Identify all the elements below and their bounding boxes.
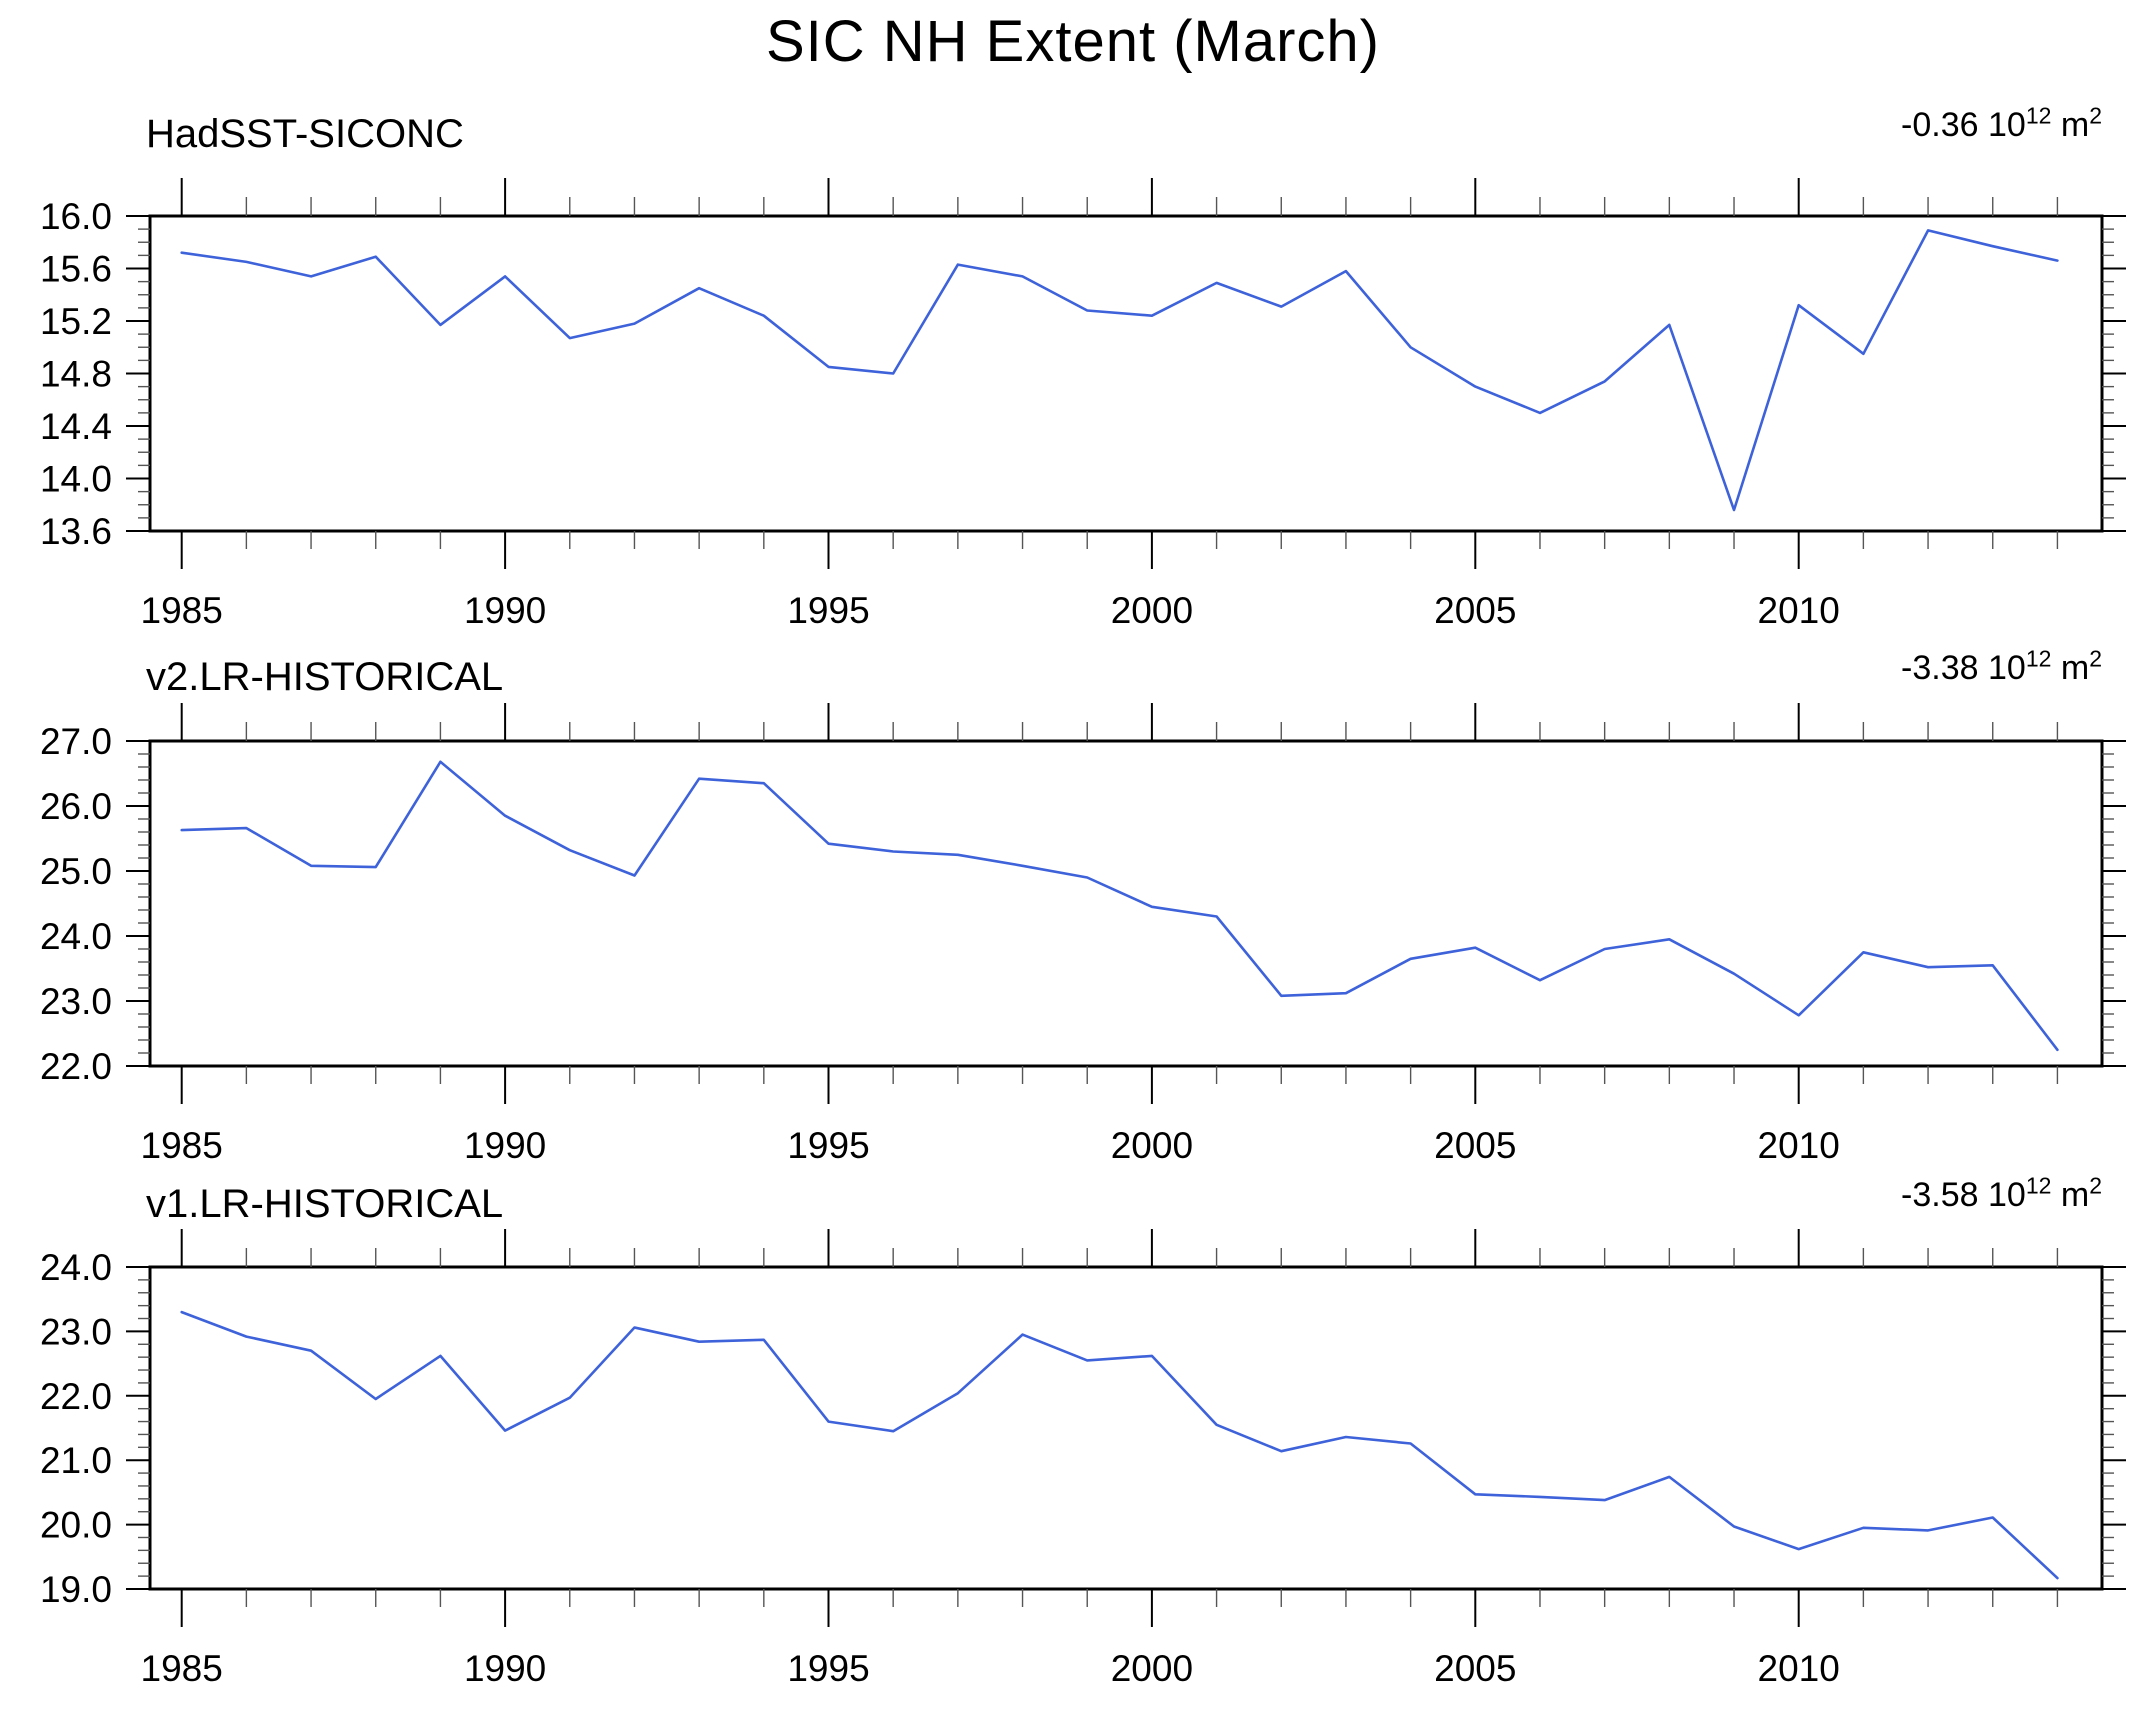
tick-label: 1985 [141, 1648, 223, 1689]
trend-base: 10 [1988, 106, 2026, 144]
tick-label: 2000 [1111, 1125, 1193, 1166]
tick-label: 23.0 [40, 1311, 112, 1352]
series-line-1 [180, 229, 2059, 512]
series-line-3 [180, 1310, 2059, 1580]
tick-label: 26.0 [40, 786, 112, 827]
plot-frame [148, 1265, 2104, 1591]
tick-label: 24.0 [40, 1247, 112, 1288]
trend-unit-exponent: 2 [2089, 102, 2102, 129]
panel-2-trend-annotation: -3.38 1012 m2 [1901, 645, 2102, 688]
trend-exponent: 12 [2025, 645, 2052, 672]
tick-label: 1990 [464, 590, 546, 631]
trend-unit-exponent: 2 [2089, 1172, 2102, 1199]
tick-label: 13.6 [40, 511, 112, 552]
panel-1-trend-annotation: -0.36 1012 m2 [1901, 102, 2102, 145]
trend-base: 10 [1988, 649, 2026, 687]
panel-1-title: HadSST-SICONC [146, 112, 464, 156]
tick-label: 2005 [1434, 1125, 1516, 1166]
panel-3-axes: 1985 1990 1995 2000 2005 2010 24.0 23.0 22.0 21.0… [40, 1229, 2126, 1689]
tick-label: 27.0 [40, 721, 112, 762]
tick-label: 20.0 [40, 1505, 112, 1546]
tick-label: 21.0 [40, 1440, 112, 1481]
trend-unit: m [2060, 649, 2090, 687]
tick-label: 1995 [787, 1125, 869, 1166]
plot-frame [148, 739, 2104, 1068]
tick-label: 1995 [787, 590, 869, 631]
trend-exponent: 12 [2025, 102, 2052, 129]
tick-label: 1995 [787, 1648, 869, 1689]
trend-unit-exponent: 2 [2089, 645, 2102, 672]
tick-label: 2010 [1758, 1125, 1840, 1166]
trend-exponent: 12 [2025, 1172, 2052, 1199]
tick-label: 2005 [1434, 590, 1516, 631]
panel-3-trend-annotation: -3.58 1012 m2 [1901, 1172, 2102, 1215]
series-line-2 [180, 760, 2059, 1052]
tick-label: 25.0 [40, 851, 112, 892]
panel-1-axes: 1985 1990 1995 2000 2005 2010 16.0 15.6 15.2 14.8… [40, 178, 2126, 631]
tick-label: 14.0 [40, 459, 112, 500]
tick-label: 2000 [1111, 590, 1193, 631]
plot-frame [148, 214, 2104, 533]
tick-label: 1990 [464, 1648, 546, 1689]
tick-label: 16.0 [40, 196, 112, 237]
trend-value: -3.38 [1901, 649, 1979, 687]
tick-label: 1985 [141, 1125, 223, 1166]
tick-label: 14.4 [40, 406, 112, 447]
tick-label: 2010 [1758, 1648, 1840, 1689]
tick-label: 22.0 [40, 1376, 112, 1417]
trend-unit: m [2060, 106, 2090, 144]
tick-label: 2010 [1758, 590, 1840, 631]
tick-label: 2000 [1111, 1648, 1193, 1689]
trend-base: 10 [1988, 1176, 2026, 1214]
trend-value: -0.36 [1901, 106, 1979, 144]
trend-unit: m [2060, 1176, 2090, 1214]
tick-label: 15.2 [40, 301, 112, 342]
panel-2-axes: 1985 1990 1995 2000 2005 2010 27.0 26.0 25.0 24.0… [40, 703, 2126, 1166]
tick-label: 1985 [141, 590, 223, 631]
panel-3-title: v1.LR-HISTORICAL [146, 1182, 504, 1226]
tick-label: 22.0 [40, 1046, 112, 1087]
tick-label: 23.0 [40, 981, 112, 1022]
tick-label: 2005 [1434, 1648, 1516, 1689]
chart-title: SIC NH Extent (March) [766, 9, 1380, 74]
tick-label: 15.6 [40, 249, 112, 290]
panel-2-title: v2.LR-HISTORICAL [146, 655, 504, 699]
tick-label: 14.8 [40, 354, 112, 395]
tick-label: 19.0 [40, 1569, 112, 1610]
tick-label: 24.0 [40, 916, 112, 957]
trend-value: -3.58 [1901, 1176, 1979, 1214]
tick-label: 1990 [464, 1125, 546, 1166]
